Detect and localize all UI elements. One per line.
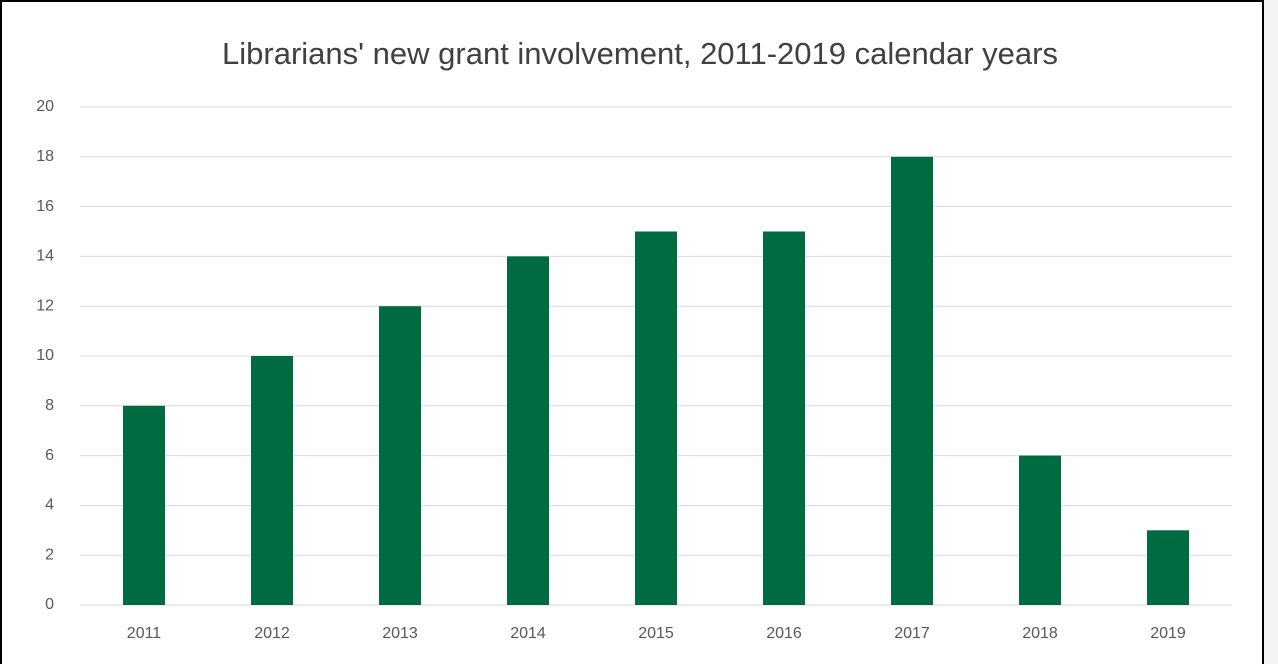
bar [123,405,165,605]
x-tick-label: 2015 [638,625,674,642]
bar [251,356,293,605]
side-strip [1264,0,1278,664]
y-tick-label: 14 [36,248,54,265]
y-tick-label: 0 [45,596,54,613]
y-tick-label: 12 [36,297,54,314]
x-tick-label: 2019 [1150,625,1186,642]
bar [635,231,677,605]
y-tick-label: 2 [45,546,54,563]
chart-title: Librarians' new grant involvement, 2011-… [222,36,1058,71]
y-tick-label: 6 [45,447,54,464]
y-tick-label: 16 [36,198,54,215]
bar [1147,530,1189,605]
bar [1019,455,1061,605]
x-tick-label: 2012 [254,625,290,642]
x-tick-label: 2013 [382,625,418,642]
y-tick-label: 20 [36,98,54,115]
x-tick-label: 2014 [510,625,546,642]
x-tick-label: 2018 [1022,625,1058,642]
x-tick-label: 2016 [766,625,802,642]
bar [379,306,421,605]
y-tick-label: 18 [36,148,54,165]
y-tick-label: 10 [36,347,54,364]
x-tick-label: 2011 [127,625,162,642]
bar [507,256,549,605]
y-tick-label: 8 [45,397,54,414]
bar [891,156,933,606]
x-tick-label: 2017 [894,625,930,642]
y-tick-label: 4 [45,497,54,514]
bar [763,231,805,605]
